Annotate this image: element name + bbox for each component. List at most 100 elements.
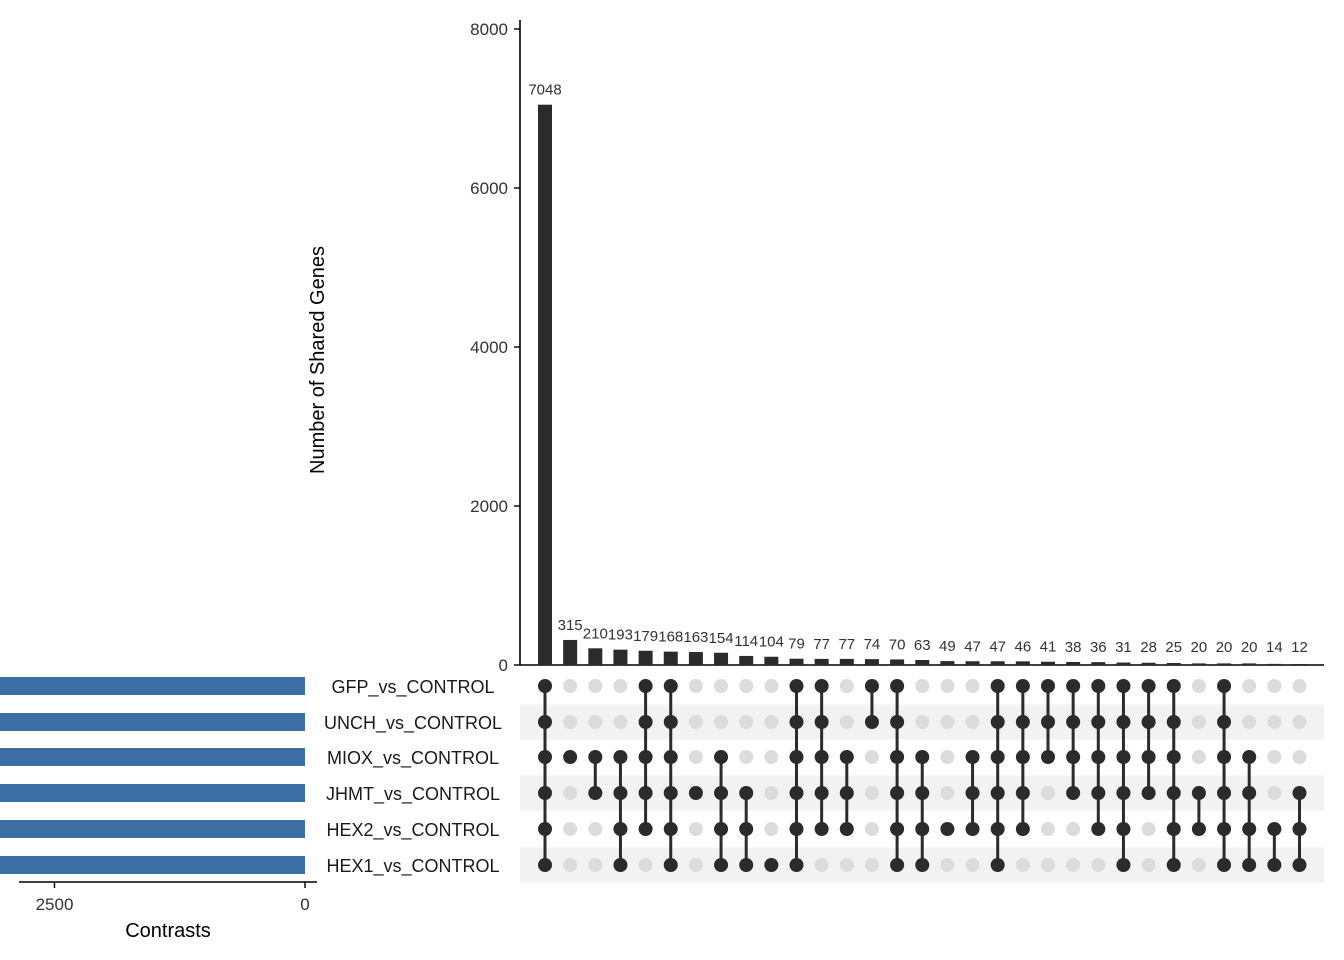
matrix-dot-active xyxy=(789,786,804,800)
matrix-dot-active xyxy=(1242,786,1257,800)
matrix-dot-inactive xyxy=(1141,822,1156,836)
matrix-dot-active xyxy=(1267,822,1282,836)
matrix-dot-active xyxy=(890,786,905,800)
matrix-dot-inactive xyxy=(714,715,729,729)
matrix-dot-active xyxy=(1141,715,1156,729)
matrix-dot-active xyxy=(1191,822,1206,836)
matrix-dot-active xyxy=(1292,786,1307,800)
matrix-dot-active xyxy=(1166,786,1181,800)
matrix-dot-active xyxy=(1141,679,1156,693)
matrix-dot-active xyxy=(839,750,854,764)
matrix-dot-inactive xyxy=(1066,822,1081,836)
matrix-dot-active xyxy=(563,750,578,764)
intersection-count-labels: 7048 315 210 193 179 168 163 154 114 104 79 77 77 74 7… xyxy=(528,82,1308,656)
matrix-dot-active xyxy=(1116,822,1131,836)
matrix-dot-active xyxy=(739,786,754,800)
matrix-dot-active xyxy=(990,822,1005,836)
y-axis-title: Number of Shared Genes xyxy=(307,246,329,474)
intersection-bar xyxy=(588,648,603,665)
intersection-count-label: 38 xyxy=(1065,639,1082,656)
matrix-dot-inactive xyxy=(864,750,879,764)
intersection-count-label: 79 xyxy=(788,636,805,653)
matrix-dot-active xyxy=(814,750,829,764)
set-x-tick-label: 0 xyxy=(300,895,309,914)
intersection-count-label: 36 xyxy=(1090,639,1107,656)
intersection-count-label: 47 xyxy=(964,638,981,655)
intersection-bar xyxy=(1267,663,1282,665)
intersection-count-label: 12 xyxy=(1291,639,1308,656)
intersection-bar xyxy=(1191,663,1206,665)
matrix-dot-inactive xyxy=(563,822,578,836)
matrix-dot-inactive xyxy=(1015,858,1030,872)
matrix-dot-active xyxy=(890,750,905,764)
matrix-dot-active xyxy=(814,715,829,729)
matrix-dot-active xyxy=(538,750,552,764)
matrix-dot-active xyxy=(638,715,653,729)
intersection-bar xyxy=(638,650,653,665)
matrix-dot-inactive xyxy=(940,679,955,693)
set-size-bar xyxy=(0,820,306,838)
intersection-count-label: 41 xyxy=(1040,639,1057,656)
matrix-dot-active xyxy=(613,822,628,836)
matrix-dot-inactive xyxy=(814,858,829,872)
matrix-dot-active xyxy=(789,858,804,872)
matrix-dot-active xyxy=(915,750,930,764)
matrix-dot-active xyxy=(890,858,905,872)
matrix-dot-active xyxy=(990,786,1005,800)
matrix-dot-active xyxy=(663,786,678,800)
intersection-bar xyxy=(940,661,955,665)
set-size-bar xyxy=(0,748,305,766)
matrix-dot-active xyxy=(588,750,603,764)
intersection-count-label: 47 xyxy=(989,638,1006,655)
matrix-dot-active xyxy=(663,822,678,836)
matrix-dot-active xyxy=(915,786,930,800)
matrix-dot-inactive xyxy=(839,715,854,729)
intersection-count-label: 77 xyxy=(838,636,855,653)
intersection-bar xyxy=(990,661,1005,665)
matrix-dot-inactive xyxy=(1041,858,1055,872)
intersection-bar xyxy=(1292,664,1307,665)
matrix-dot-active xyxy=(1292,858,1307,872)
matrix-dot-active xyxy=(613,750,628,764)
matrix-dot-active xyxy=(613,858,628,872)
matrix-dot-inactive xyxy=(588,858,603,872)
matrix-dot-active xyxy=(538,715,552,729)
matrix-dot-active xyxy=(965,822,980,836)
matrix-dot-active xyxy=(638,786,653,800)
matrix-dot-active xyxy=(663,679,678,693)
set-x-tick-label: 2500 xyxy=(36,895,74,914)
set-size-bars xyxy=(0,677,306,874)
intersection-bar xyxy=(1217,663,1232,665)
y-tick-label: 4000 xyxy=(470,338,508,357)
y-tick-label: 6000 xyxy=(470,179,508,198)
intersection-bar xyxy=(915,659,930,665)
matrix-dot-active xyxy=(890,822,905,836)
matrix-dot-inactive xyxy=(1267,786,1282,800)
matrix-dot-active xyxy=(864,715,879,729)
matrix-dot-active xyxy=(839,786,854,800)
matrix-dot-inactive xyxy=(1191,858,1206,872)
matrix-dot-active xyxy=(714,750,729,764)
matrix-dot-active xyxy=(1015,715,1030,729)
intersection-bar xyxy=(1116,662,1131,665)
intersection-bar xyxy=(864,659,879,665)
intersection-count-label: 46 xyxy=(1015,638,1032,655)
matrix-dot-active xyxy=(663,715,678,729)
matrix-dot-inactive xyxy=(714,679,729,693)
matrix-dot-active xyxy=(1116,786,1131,800)
matrix-dot-inactive xyxy=(563,858,578,872)
matrix-dot-inactive xyxy=(864,786,879,800)
matrix-dot-active xyxy=(890,715,905,729)
intersection-count-label: 20 xyxy=(1241,639,1258,656)
matrix-dot-active xyxy=(965,750,980,764)
matrix-dot-active xyxy=(1217,750,1232,764)
matrix-dot-active xyxy=(1292,822,1307,836)
matrix-dot-inactive xyxy=(688,858,703,872)
intersection-count-label: 163 xyxy=(683,629,708,646)
matrix-dot-inactive xyxy=(764,679,779,693)
intersection-bar xyxy=(890,659,905,665)
intersection-bar xyxy=(714,652,729,665)
matrix-dot-active xyxy=(1041,750,1055,764)
set-label: UNCH_vs_CONTROL xyxy=(324,713,502,734)
matrix-dot-inactive xyxy=(1242,679,1257,693)
